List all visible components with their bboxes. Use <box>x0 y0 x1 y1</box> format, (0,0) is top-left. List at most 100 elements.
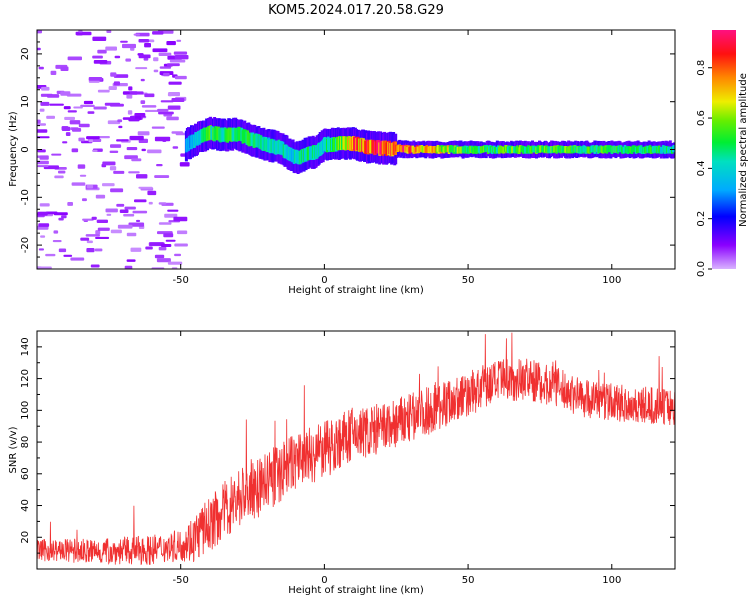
noise-speckle <box>128 86 133 91</box>
noise-speckle <box>122 43 136 49</box>
noise-speckle <box>107 120 121 125</box>
noise-speckle <box>145 109 161 112</box>
noise-speckle <box>167 92 172 97</box>
noise-speckle <box>69 120 81 125</box>
noise-speckle <box>116 203 125 207</box>
noise-speckle <box>61 126 71 131</box>
noise-speckle <box>37 149 46 153</box>
noise-speckle <box>149 39 155 43</box>
snr-ytick-label: 60 <box>20 467 31 480</box>
noise-speckle <box>92 55 103 59</box>
noise-speckle <box>147 190 157 196</box>
colorbar-tick-label: 0.8 <box>696 60 707 76</box>
noise-speckle <box>160 244 172 247</box>
noise-speckle <box>174 253 181 257</box>
noise-speckle <box>105 46 117 51</box>
spectrogram-panel: -50 0 50 100 -20 -10 0 10 20 Height of straight … <box>8 29 676 296</box>
noise-speckle <box>167 209 179 212</box>
spectrogram-ytick-label: 0 <box>20 146 31 152</box>
colorbar-tick-label: 0.2 <box>696 211 707 227</box>
noise-speckle <box>40 235 46 238</box>
noise-speckle <box>153 69 159 73</box>
noise-speckle <box>114 55 121 59</box>
noise-speckle <box>166 63 180 67</box>
snr-ytick-label: 140 <box>20 337 31 356</box>
snr-ticks: -50 0 50 100 20 40 60 80 100 120 140 <box>20 331 675 586</box>
noise-speckle <box>95 236 110 239</box>
noise-speckle <box>60 91 71 96</box>
noise-speckle <box>39 203 50 207</box>
noise-speckle <box>110 229 122 234</box>
spectrogram-ytick-label: -10 <box>20 189 31 205</box>
noise-speckle <box>160 100 174 103</box>
noise-speckle <box>50 70 57 75</box>
noise-speckle <box>96 219 108 223</box>
noise-speckle <box>66 93 82 97</box>
noise-speckle <box>39 155 49 160</box>
noise-speckle <box>173 51 188 55</box>
noise-speckle <box>71 182 86 186</box>
noise-speckle <box>154 136 171 142</box>
noise-speckle <box>117 119 123 123</box>
spectrogram-ticks: -50 0 50 100 -20 -10 0 10 20 <box>20 29 675 286</box>
colorbar-gradient <box>712 30 736 269</box>
noise-speckle <box>37 47 41 51</box>
noise-speckle <box>37 123 46 126</box>
noise-speckle <box>91 216 97 220</box>
noise-speckle <box>151 126 165 129</box>
snr-xtick-label: 100 <box>602 575 621 586</box>
noise-speckle <box>166 116 179 121</box>
noise-speckle <box>128 118 140 122</box>
noise-speckle <box>70 257 85 261</box>
noise-speckle <box>102 183 115 187</box>
noise-speckle <box>140 78 145 82</box>
noise-speckle <box>176 39 182 42</box>
snr-panel: -50 0 50 100 20 40 60 80 100 120 140 Height of str… <box>8 330 676 596</box>
noise-speckle <box>37 136 50 139</box>
noise-speckle <box>136 174 148 179</box>
noise-speckle <box>126 147 138 151</box>
noise-speckle <box>106 213 112 216</box>
noise-speckle <box>158 246 167 251</box>
noise-speckle <box>37 129 48 133</box>
noise-speckle <box>126 232 137 237</box>
noise-speckle <box>78 30 83 33</box>
noise-speckle <box>38 66 44 70</box>
noise-speckle <box>123 213 135 217</box>
noise-speckle <box>174 243 188 247</box>
noise-speckle <box>153 57 159 62</box>
noise-speckle <box>40 101 50 106</box>
colorbar: 0.0 0.2 0.4 0.6 0.8 Normalized spectral ampl… <box>696 30 749 277</box>
spectrogram-xtick-label: 0 <box>321 275 327 286</box>
noise-speckle <box>109 150 119 153</box>
noise-speckle <box>110 103 124 107</box>
snr-series-line <box>37 332 675 566</box>
noise-speckle <box>156 164 163 167</box>
noise-speckle <box>93 60 108 64</box>
noise-speckle <box>137 131 150 136</box>
noise-speckle <box>97 89 110 93</box>
colorbar-ticks: 0.0 0.2 0.4 0.6 0.8 <box>696 60 712 277</box>
noise-speckle <box>47 94 60 98</box>
noise-speckle <box>61 215 67 219</box>
noise-speckle <box>171 98 185 102</box>
noise-speckle <box>60 66 69 71</box>
noise-speckle <box>97 227 110 231</box>
noise-speckle <box>67 202 73 206</box>
noise-speckle <box>97 49 107 54</box>
noise-speckle <box>143 57 149 61</box>
noise-speckle <box>46 115 55 119</box>
noise-speckle <box>83 100 93 105</box>
noise-speckle <box>120 40 128 43</box>
noise-speckle <box>78 123 90 128</box>
noise-speckle <box>38 223 50 227</box>
spectrogram-ytick-label: 20 <box>20 48 31 61</box>
noise-speckle <box>168 81 182 85</box>
noise-speckle <box>52 240 62 243</box>
noise-speckle <box>51 153 62 156</box>
noise-speckle <box>154 254 165 259</box>
noise-speckle <box>80 104 95 107</box>
noise-speckle <box>86 184 94 189</box>
noise-speckle <box>145 246 153 250</box>
noise-speckle <box>109 166 117 171</box>
